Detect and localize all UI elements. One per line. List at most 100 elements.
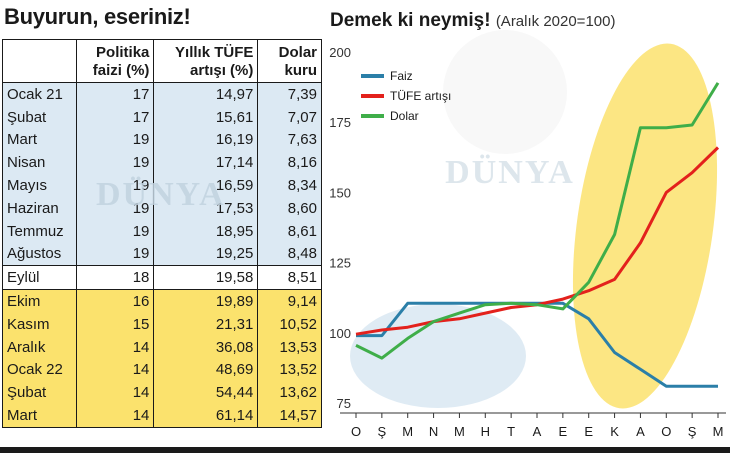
cpi-cell: 14,97 [153, 82, 259, 106]
month-cell: Şubat [2, 105, 77, 129]
cpi-cell: 19,58 [153, 265, 259, 291]
header-month [2, 39, 77, 83]
rate-cell: 17 [75, 105, 155, 129]
usd-cell: 7,63 [257, 128, 322, 152]
month-cell: Şubat [2, 381, 77, 405]
rate-cell: 19 [75, 128, 155, 152]
header-cpi: Yıllık TÜFE artışı (%) [153, 39, 259, 83]
watermark-left: DÜNYA [96, 176, 226, 213]
y-tick-label: 175 [329, 115, 351, 130]
x-tick-label: E [584, 424, 593, 439]
rate-cell: 18 [75, 265, 155, 291]
x-tick-label: A [533, 424, 542, 439]
month-cell: Mayıs [2, 174, 77, 197]
cpi-cell: 17,14 [153, 151, 259, 175]
cpi-cell: 15,61 [153, 105, 259, 129]
x-tick-label: Ş [688, 424, 697, 439]
month-cell: Ağustos [2, 242, 77, 266]
month-cell: Eylül [2, 265, 77, 291]
cpi-cell: 54,44 [153, 381, 259, 405]
x-tick-label: Ş [378, 424, 387, 439]
table-row: Mart 14 61,14 14,57 [2, 404, 322, 428]
rate-cell: 16 [75, 289, 155, 313]
table-row: Nisan 19 17,14 8,16 [2, 151, 322, 175]
chart-subtitle: (Aralık 2020=100) [495, 13, 616, 30]
usd-cell: 10,52 [257, 312, 322, 336]
x-tick-label: A [636, 424, 645, 439]
table-row: Temmuz 19 18,95 8,61 [2, 219, 322, 243]
header-usd: Dolar kuru [257, 39, 322, 83]
rate-cell: 19 [75, 242, 155, 266]
table-row: Ağustos 19 19,25 8,48 [2, 242, 322, 266]
y-tick-label: 150 [329, 185, 351, 200]
month-cell: Ocak 22 [2, 358, 77, 382]
table-row: Şubat 14 54,44 13,62 [2, 381, 322, 405]
usd-cell: 8,16 [257, 151, 322, 175]
rate-cell: 14 [75, 404, 155, 428]
usd-cell: 9,14 [257, 289, 322, 313]
usd-cell: 13,53 [257, 335, 322, 359]
rate-cell: 14 [75, 335, 155, 359]
month-cell: Aralık [2, 335, 77, 359]
rate-cell: 15 [75, 312, 155, 336]
legend-label: Dolar [390, 109, 419, 123]
rate-cell: 17 [75, 82, 155, 106]
table-row: Mart 19 16,19 7,63 [2, 128, 322, 152]
y-tick-label: 75 [337, 396, 351, 411]
y-tick-label: 125 [329, 256, 351, 271]
table-row: Haziran 19 17,53 8,60 [2, 196, 322, 220]
cpi-cell: 17,53 [153, 196, 259, 220]
usd-cell: 8,51 [257, 265, 322, 291]
cpi-cell: 61,14 [153, 404, 259, 428]
x-tick-label: N [429, 424, 438, 439]
table-header-row: Politika faizi (%) Yıllık TÜFE artışı (%… [2, 39, 322, 83]
highlight-ellipse-yellow [572, 43, 718, 409]
x-tick-label: M [402, 424, 413, 439]
data-table-container: Politika faizi (%) Yıllık TÜFE artışı (%… [2, 39, 322, 428]
x-tick-label: O [661, 424, 671, 439]
table-body: Ocak 21 17 14,97 7,39 Şubat 17 15,61 7,07 Mart 19… [2, 82, 322, 428]
table-row: Ekim 16 19,89 9,14 [2, 289, 322, 313]
usd-cell: 8,61 [257, 219, 322, 243]
x-tick-label: M [713, 424, 724, 439]
cpi-cell: 19,25 [153, 242, 259, 266]
table-row: Şubat 17 15,61 7,07 [2, 105, 322, 129]
usd-cell: 7,39 [257, 82, 322, 106]
watermark-chart: DÜNYA [445, 154, 575, 191]
series-line-dolar [355, 82, 720, 360]
table-row: Mayıs 19 16,59 8,34 [2, 174, 322, 197]
x-tick-label: M [454, 424, 465, 439]
usd-cell: 13,52 [257, 358, 322, 382]
month-cell: Mart [2, 128, 77, 152]
cpi-cell: 36,08 [153, 335, 259, 359]
rate-cell: 19 [75, 174, 155, 197]
month-cell: Temmuz [2, 219, 77, 243]
rate-cell: 19 [75, 151, 155, 175]
month-cell: Nisan [2, 151, 77, 175]
legend-label: Faiz [390, 69, 413, 83]
chart-title: Demek ki neymiş! (Aralık 2020=100) [330, 10, 616, 31]
x-tick-label: K [610, 424, 619, 439]
x-tick-label: H [481, 424, 490, 439]
month-cell: Ocak 21 [2, 82, 77, 106]
cpi-cell: 48,69 [153, 358, 259, 382]
cpi-cell: 16,59 [153, 174, 259, 197]
cpi-cell: 18,95 [153, 219, 259, 243]
x-tick-label: T [507, 424, 515, 439]
x-tick-label: E [559, 424, 568, 439]
table-row: Kasım 15 21,31 10,52 [2, 312, 322, 336]
cpi-cell: 21,31 [153, 312, 259, 336]
month-cell: Kasım [2, 312, 77, 336]
usd-cell: 8,48 [257, 242, 322, 266]
table-row: Aralık 14 36,08 13,53 [2, 335, 322, 359]
usd-cell: 14,57 [257, 404, 322, 428]
usd-cell: 8,34 [257, 174, 322, 197]
cpi-cell: 19,89 [153, 289, 259, 313]
rate-cell: 14 [75, 358, 155, 382]
bottom-bar [0, 447, 730, 453]
cpi-cell: 16,19 [153, 128, 259, 152]
month-cell: Haziran [2, 196, 77, 220]
usd-cell: 13,62 [257, 381, 322, 405]
table-row: Ocak 21 17 14,97 7,39 [2, 82, 322, 106]
